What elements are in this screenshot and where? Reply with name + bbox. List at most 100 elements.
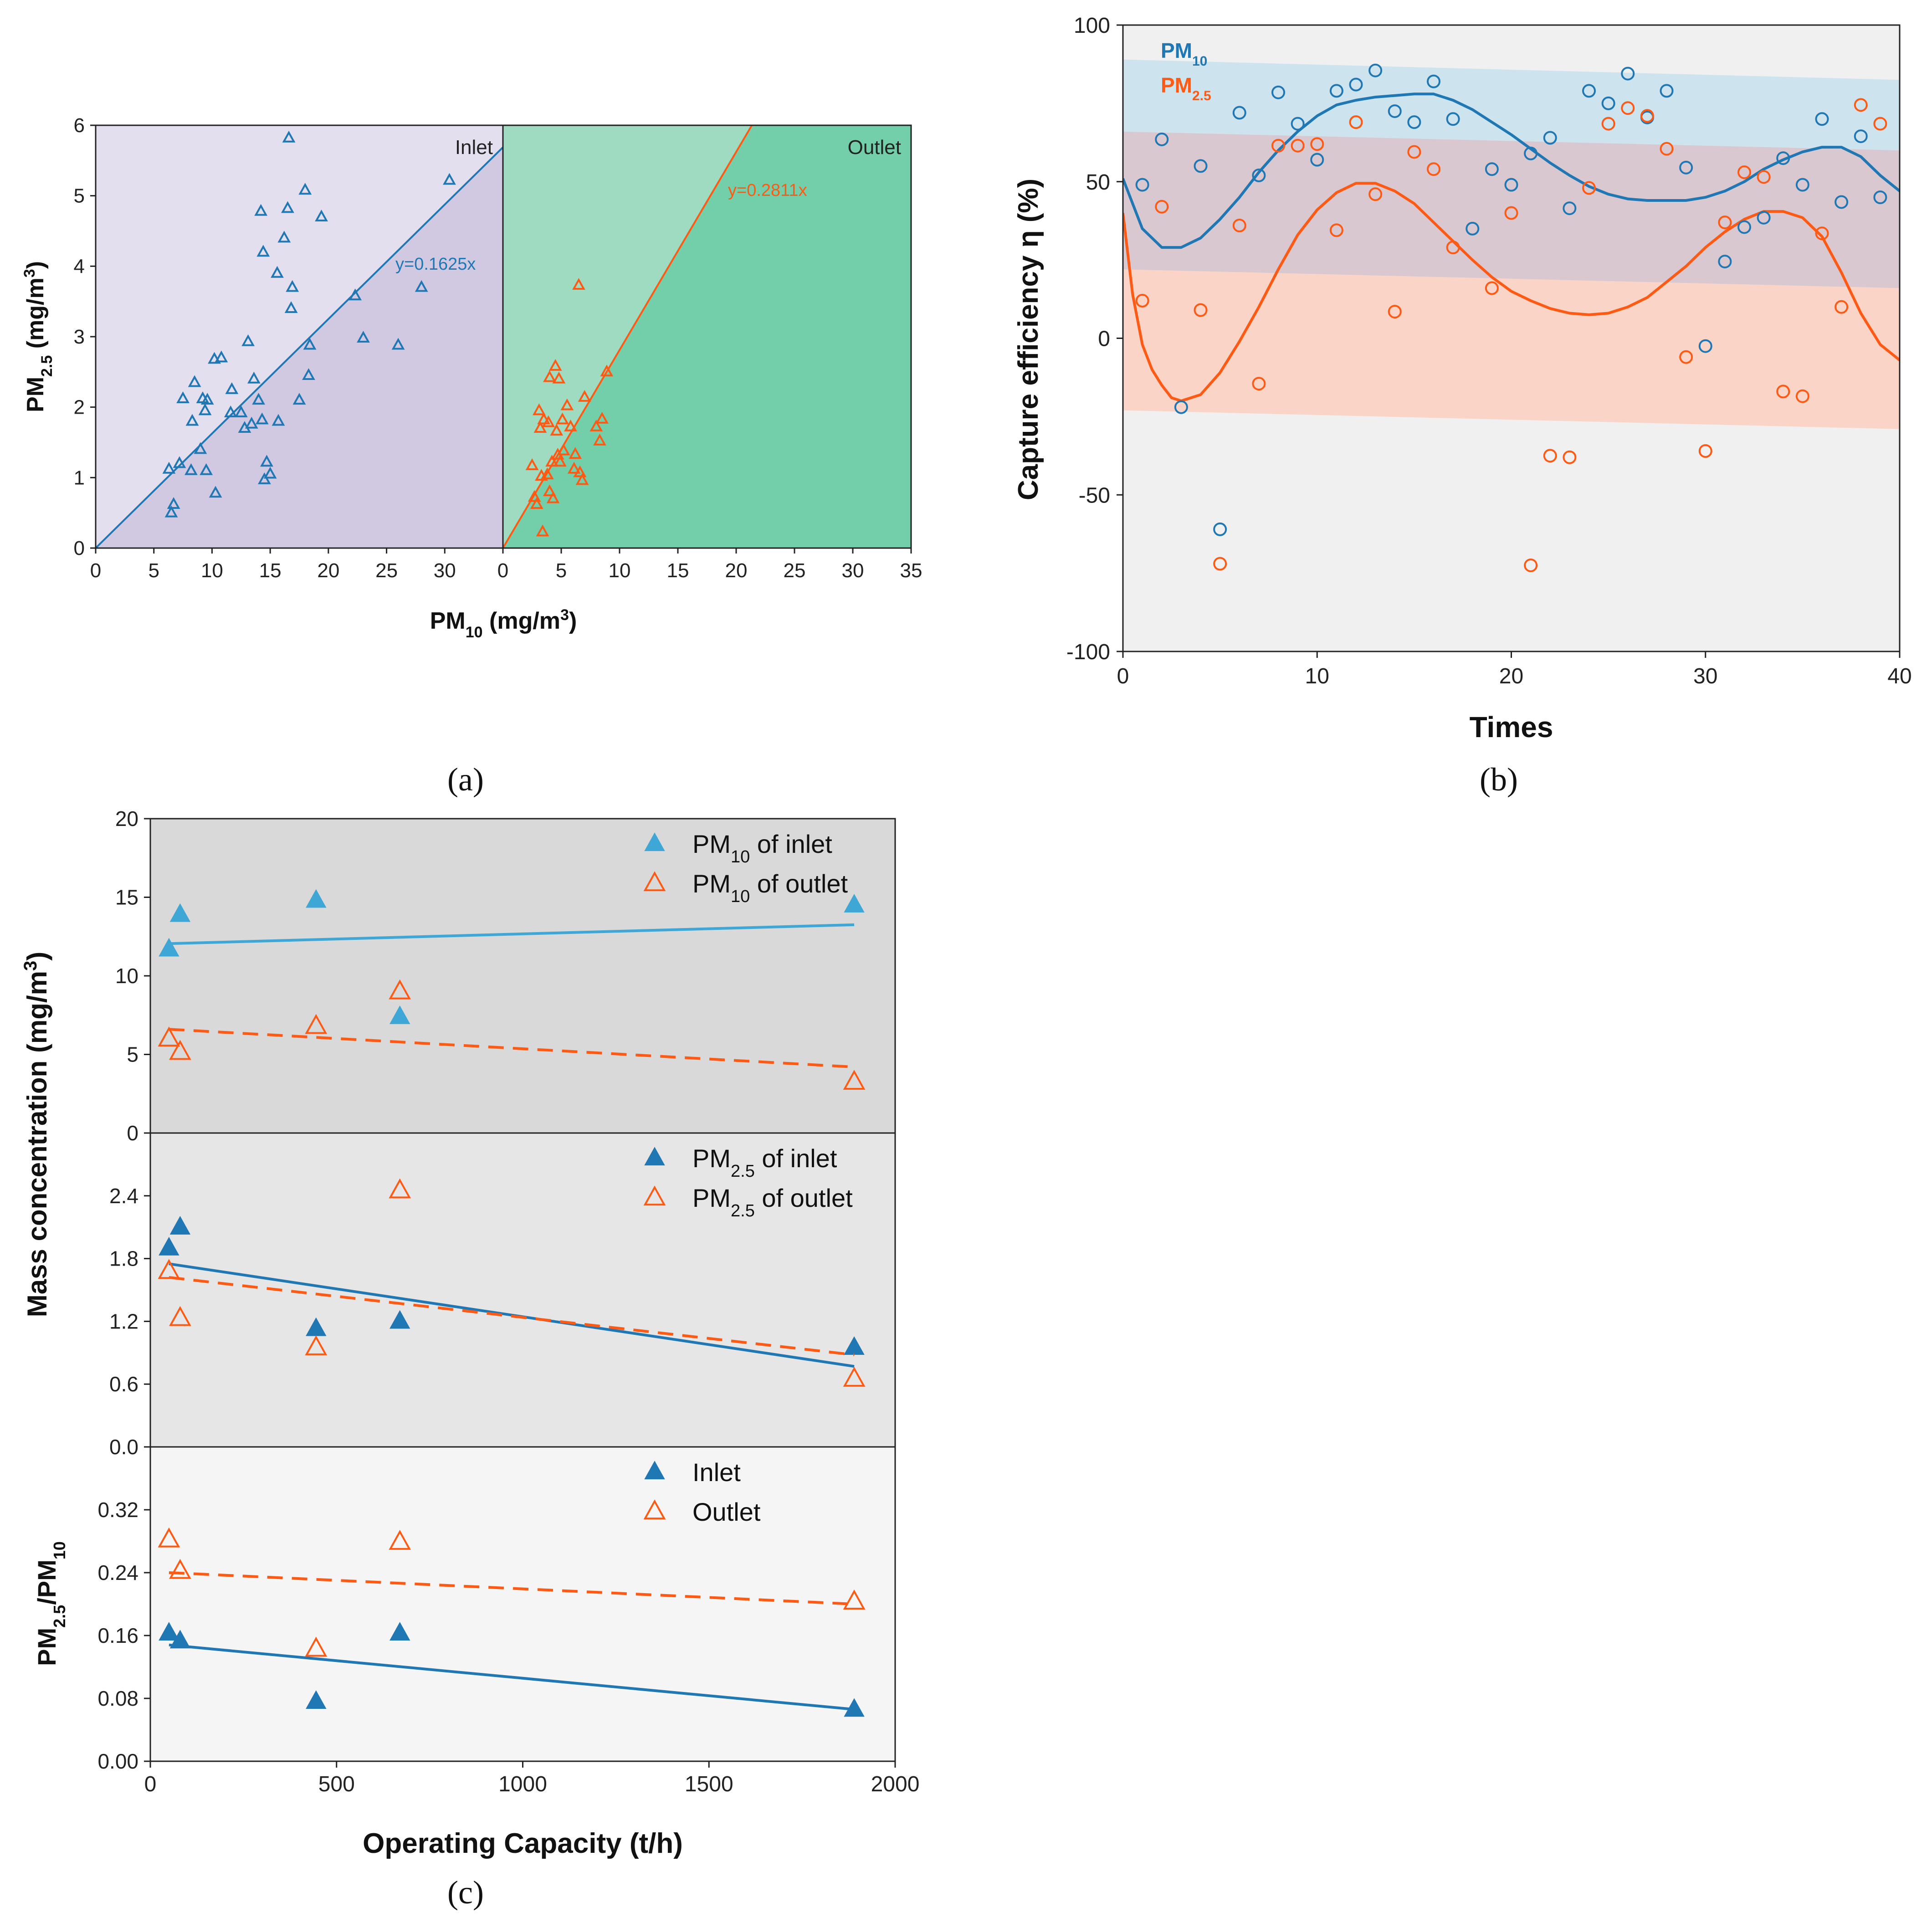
panel-b-pm25-point: [1582, 181, 1596, 195]
panel-a-outlet-point: [572, 278, 585, 290]
panel-b-pm25-confidence-band: [1123, 269, 1900, 429]
panel-c-point: [159, 1236, 179, 1256]
panel-b-pm10-confidence-band: [1123, 59, 1900, 150]
panel-a-outlet-point: [542, 415, 555, 427]
tspan: PM: [1161, 39, 1192, 62]
panel-a-inlet-point: [200, 393, 214, 405]
panel-c-point: [159, 938, 179, 957]
panel-a-inlet-point: [241, 334, 255, 346]
panel-b-pm25-point: [1795, 389, 1809, 403]
panel-c-point: [843, 1366, 866, 1387]
panel-b-pm25-point: [1776, 385, 1790, 399]
panel-a-outlet-point: [545, 455, 559, 467]
panel-a-x-tick-label: 0: [90, 559, 101, 582]
tspan: /PM: [32, 1559, 61, 1605]
tspan: PM: [430, 608, 466, 634]
panel-b-pm25-point: [1329, 223, 1343, 237]
tspan: (mg/m: [22, 277, 49, 355]
panel-a-x-axis-label: PM10 (mg/m3): [430, 606, 577, 641]
panel-b-x-tick-label: 0: [1117, 664, 1129, 688]
panel-c-y-tick-label: 0: [127, 1121, 138, 1145]
panel-b-pm25-point: [1427, 162, 1440, 176]
tspan: PM: [32, 1628, 61, 1666]
panel-c-y-tick-label: 0.16: [97, 1624, 138, 1647]
panel-c-legend-label: Outlet: [692, 1497, 761, 1526]
panel-c-point: [389, 1529, 411, 1550]
panel-c-x-tick-label: 2000: [871, 1772, 920, 1796]
panel-a-inlet-point: [198, 403, 212, 415]
panel-c-point: [169, 1306, 191, 1326]
panel-a-inlet-point: [252, 393, 265, 405]
panel-b-pm10-point: [1271, 85, 1285, 99]
panel-b-pm10-point: [1757, 210, 1771, 225]
panel-b-y-tick-label: 100: [1074, 14, 1110, 38]
panel-b-pm10-point: [1543, 131, 1557, 145]
panel-b-x-tick-label: 40: [1887, 664, 1912, 688]
panel-b-pm25-point: [1194, 303, 1208, 317]
panel-c-caption: (c): [447, 1874, 484, 1911]
panel-b-pm10-point: [1698, 339, 1712, 353]
panel-c-point: [158, 1527, 180, 1548]
panel-a-outlet-point: [530, 497, 543, 509]
panel-a-y-tick-label: 2: [74, 396, 85, 419]
panel-a-inlet-point: [303, 338, 317, 350]
panel-c-x-tick-label: 0: [144, 1772, 157, 1796]
panel-a-outlet-point: [546, 491, 560, 503]
panel-c-y-tick-label: 15: [115, 886, 138, 909]
panel-b-y-tick-label: -50: [1079, 483, 1110, 508]
panel-c-x-tick-label: 500: [318, 1772, 355, 1796]
panel-b-pm25-point: [1601, 117, 1615, 131]
panel-c-y-tick-label: 1.2: [109, 1309, 138, 1333]
tspan: 2.5: [50, 1605, 69, 1628]
panel-b-caption: (b): [1480, 761, 1518, 798]
tspan: of outlet: [750, 869, 848, 898]
panel-a-inlet-point: [200, 463, 213, 475]
panel-a-inlet-point: [215, 350, 228, 363]
panel-b-pm25-point: [1835, 300, 1849, 314]
panel-c-legend-label: PM10 of inlet: [692, 830, 832, 867]
panel-b-x-tick-label: 30: [1693, 664, 1717, 688]
panel-c-point: [843, 1070, 866, 1090]
panel-c-point: [158, 1259, 180, 1279]
panel-a-inlet-point: [315, 210, 328, 221]
panel-c-legend-marker: [644, 832, 665, 851]
panel-c-legend-marker: [643, 1499, 666, 1520]
panel-a-inlet-point: [292, 393, 306, 405]
panel-b-pm10-point: [1776, 151, 1790, 165]
panel-c-fit-line: [169, 1276, 855, 1356]
tspan: 2.5: [1192, 88, 1211, 103]
tspan: PM: [692, 1184, 731, 1212]
tspan: Mass concentration (mg/m: [22, 971, 52, 1317]
panel-b-pm25-point: [1757, 170, 1771, 184]
panel-b-pm10-point: [1252, 169, 1266, 182]
panel-a-y-tick-label: 5: [74, 185, 85, 207]
panel-c-y-tick-label: 20: [115, 807, 138, 831]
panel-b-pm10-point: [1427, 74, 1440, 88]
panel-a-outlet-point: [543, 484, 556, 497]
panel-a-fit-label: y=0.2811x: [728, 181, 807, 200]
panel-c-fit-line: [169, 1643, 855, 1711]
panel-a-outlet-point: [528, 490, 541, 502]
tspan: Inlet: [692, 1458, 741, 1487]
panel-a-inlet-point: [272, 414, 285, 426]
panel-a-x-tick-label: 0: [497, 559, 508, 582]
panel-a-inlet-point: [415, 280, 428, 292]
panel-a-inlet-point: [224, 405, 237, 417]
panel-a-y-tick-label: 3: [74, 326, 85, 348]
panel-b-pm10-point: [1679, 160, 1693, 174]
panel-a-outlet-point: [569, 447, 582, 459]
panel-c-legend-label: PM2.5 of outlet: [692, 1184, 853, 1220]
panel-b-pm10-point: [1504, 178, 1518, 192]
panel-c-y-tick-label: 0.08: [97, 1687, 138, 1710]
panel-b-pm10-point: [1621, 67, 1635, 81]
panel-a-y-tick-label: 6: [74, 114, 85, 137]
panel-b-pm10-point: [1524, 146, 1538, 160]
panel-c-y-axis-label: Mass concentration (mg/m3): [20, 952, 52, 1317]
panel-c-y-tick-label: 1.8: [109, 1247, 138, 1271]
panel-a-fit-label: y=0.1625x: [395, 255, 476, 274]
panel-b-pm25-point: [1388, 305, 1402, 319]
panel-c-point: [169, 1215, 191, 1235]
panel-a-inlet-point: [348, 288, 362, 301]
panel-c-point: [169, 1630, 191, 1649]
